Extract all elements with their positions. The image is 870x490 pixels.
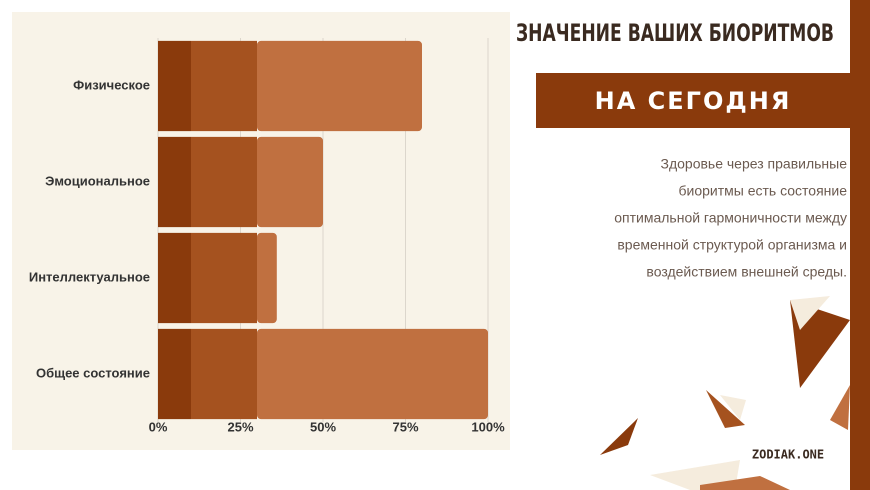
- bar-segment: [191, 328, 257, 420]
- bar-segment: [257, 40, 422, 132]
- bar-segment: [158, 40, 191, 132]
- y-tick-label: Интеллектуальное: [29, 269, 150, 284]
- x-tick-label: 50%: [310, 419, 336, 434]
- bar-segment: [257, 232, 277, 324]
- bar-segment: [191, 136, 257, 228]
- description-line: Здоровье через правильные: [661, 156, 848, 172]
- subtitle-band: [536, 73, 850, 128]
- decor: [830, 385, 850, 430]
- bar-segment: [257, 136, 323, 228]
- x-tick-label: 0%: [149, 419, 168, 434]
- description-line: биоритмы есть состояние: [678, 183, 847, 199]
- description-line: воздействием внешней среды.: [646, 264, 847, 280]
- bar-segment: [158, 136, 191, 228]
- decor: [700, 476, 790, 490]
- decor: [790, 296, 830, 330]
- subtitle: НА СЕГОДНЯ: [595, 87, 792, 115]
- y-tick-label: Физическое: [73, 77, 150, 92]
- decor: [720, 395, 746, 420]
- title: ЗНАЧЕНИЕ ВАШИХ БИОРИТМОВ: [516, 19, 834, 47]
- bar-segment: [191, 40, 257, 132]
- x-tick-label: 100%: [471, 419, 505, 434]
- description-line: оптимальной гармоничности между: [614, 210, 847, 226]
- y-tick-label: Эмоциональное: [45, 173, 150, 188]
- bar-segment: [158, 328, 191, 420]
- decor: [600, 418, 638, 455]
- x-tick-label: 75%: [392, 419, 418, 434]
- bar-segment: [158, 232, 191, 324]
- description-line: временной структурой организма и: [617, 237, 847, 253]
- y-tick-label: Общее состояние: [36, 365, 150, 380]
- x-tick-label: 25%: [227, 419, 253, 434]
- bar-segment: [191, 232, 257, 324]
- brand: ZODIAK.ONE: [752, 448, 824, 462]
- side-strip: [850, 0, 870, 490]
- bar-segment: [257, 328, 488, 420]
- decor: [706, 390, 745, 428]
